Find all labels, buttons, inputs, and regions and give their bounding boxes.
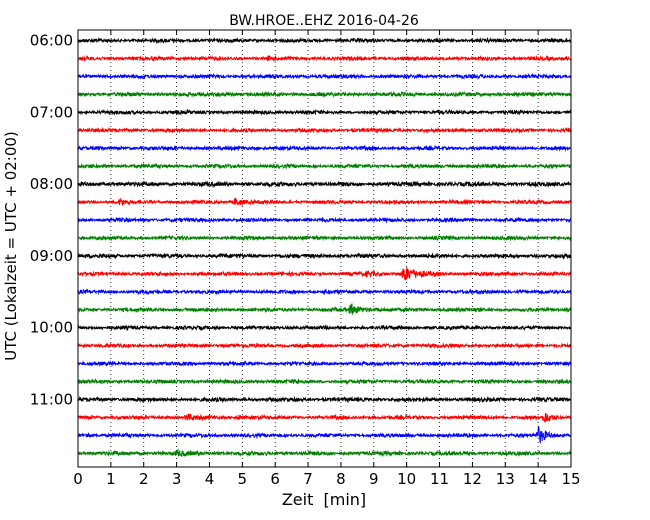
x-tick-label: 4 [205, 470, 215, 488]
x-tick-label: 9 [369, 470, 379, 488]
trace-1130 [77, 426, 572, 445]
trace-0815 [77, 197, 572, 207]
y-tick-label: 08:00 [30, 175, 73, 193]
trace-1145 [77, 447, 572, 458]
trace-0615 [77, 54, 572, 63]
trace-0745 [77, 162, 572, 170]
seismogram-traces [77, 36, 572, 458]
trace-1115 [77, 412, 572, 423]
y-axis: 06:00 07:00 08:00 09:00 10:00 11:00 [30, 32, 571, 409]
x-tick-label: 1 [106, 470, 116, 488]
trace-0600 [77, 36, 572, 45]
x-tick-label: 12 [463, 470, 482, 488]
trace-0845 [77, 234, 572, 242]
x-axis-label: Zeit [min] [282, 490, 366, 509]
y-tick-label: 06:00 [30, 32, 73, 50]
y-axis-label: UTC (Lokalzeit = UTC + 02:00) [2, 131, 20, 361]
trace-1015 [77, 342, 572, 350]
trace-0700 [77, 108, 572, 116]
plot-frame [77, 29, 572, 468]
x-tick-label: 13 [496, 470, 515, 488]
y-tick-label: 11:00 [30, 391, 73, 409]
y-tick-label: 10:00 [30, 319, 73, 337]
trace-0645 [77, 90, 572, 99]
x-tick-label: 0 [73, 470, 83, 488]
trace-1030 [77, 359, 572, 368]
trace-1000 [77, 324, 572, 332]
x-tick-label: 2 [139, 470, 149, 488]
trace-1045 [77, 377, 572, 386]
x-tick-label: 3 [172, 470, 182, 488]
x-tick-label: 5 [238, 470, 248, 488]
x-tick-label: 10 [397, 470, 416, 488]
trace-0715 [77, 126, 572, 134]
trace-1100 [77, 395, 572, 404]
x-axis: 0 1 2 3 4 5 6 7 8 9 10 11 12 13 14 15 [73, 30, 581, 488]
x-tick-label: 8 [336, 470, 346, 488]
x-tick-label: 14 [529, 470, 548, 488]
chart-title: BW.HROE..EHZ 2016-04-26 [229, 13, 419, 29]
x-tick-label: 6 [270, 470, 280, 488]
trace-0915 [77, 267, 572, 281]
trace-0800 [77, 180, 572, 189]
y-tick-label: 07:00 [30, 103, 73, 121]
trace-0900 [77, 252, 572, 260]
x-tick-label: 11 [430, 470, 449, 488]
x-tick-label: 15 [561, 470, 580, 488]
y-tick-label: 09:00 [30, 247, 73, 265]
trace-0730 [77, 144, 572, 152]
minute-grid [110, 30, 539, 467]
trace-0630 [77, 72, 572, 81]
trace-0945 [77, 303, 572, 315]
x-tick-label: 7 [303, 470, 313, 488]
trace-0930 [77, 288, 572, 296]
trace-0830 [77, 216, 572, 224]
